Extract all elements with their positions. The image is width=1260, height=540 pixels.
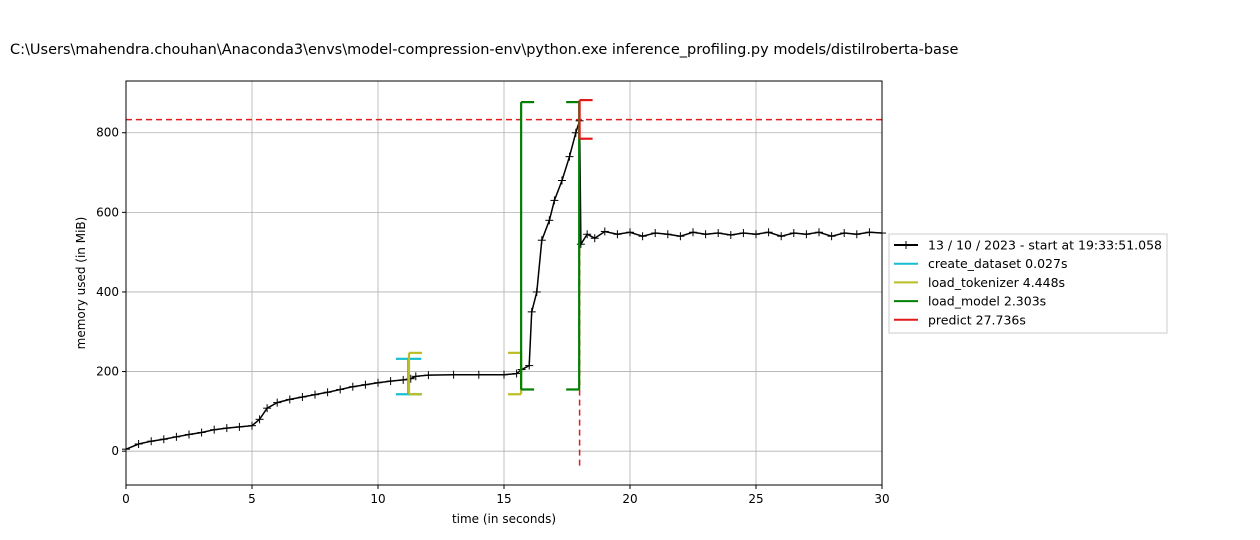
memory-point [172,432,181,441]
memory-point [449,370,458,379]
memory-point [248,421,256,430]
x-tick-label: 30 [874,492,889,506]
memory-point [676,232,685,241]
memory-point [689,228,697,237]
memory-point [361,380,370,389]
y-tick-label: 400 [96,285,119,299]
memory-point [525,361,534,370]
legend-label: load_model 2.303s [928,294,1046,309]
function-brackets [395,99,593,396]
memory-point [323,388,332,397]
x-tick-label: 5 [248,492,256,506]
memory-point [399,375,408,384]
memory-point [726,231,735,240]
legend-label: load_tokenizer 4.448s [928,275,1065,290]
memory-point [613,230,622,239]
memory-point [576,240,585,249]
y-tick-label: 600 [96,205,119,219]
y-tick-label: 0 [111,444,119,458]
legend-item: load_model 2.303s [894,294,1046,309]
bracket-predict [578,99,593,140]
memory-point [255,415,264,424]
memory-point [134,440,143,449]
memory-point [348,382,357,391]
memory-point [714,229,723,238]
memory-point [739,229,748,238]
memory-point [532,287,541,296]
memory-point [311,390,319,399]
memory-point [600,227,609,236]
memory-point [590,234,599,243]
memory-point [424,371,433,380]
axis-ticks: 0 5 10 15 20 25 30 0 200 400 600 800 [96,126,890,506]
memory-point [557,176,566,185]
memory-point [210,425,219,434]
memory-point [815,228,823,237]
memory-point [512,369,521,378]
legend: 13 / 10 / 2023 - start at 19:33:51.058 cr… [888,233,1168,334]
memory-point [537,236,546,245]
legend-label: predict 27.736s [928,312,1026,327]
y-tick-label: 200 [96,365,119,379]
memory-point [583,230,592,239]
memory-point [752,230,760,239]
memory-point [285,395,294,404]
legend-label: create_dataset 0.027s [928,256,1067,271]
memory-point [411,372,420,381]
memory-point [638,232,647,241]
memory-point [840,229,849,238]
x-tick-label: 10 [370,492,385,506]
memory-point [386,377,395,386]
memory-point [474,370,483,379]
memory-point [777,232,786,241]
y-tick-label: 800 [96,126,119,140]
x-axis-label: time (in seconds) [452,512,556,526]
memory-point [222,424,231,433]
memory-point [298,393,307,402]
legend-box [888,233,1168,334]
memory-point [545,216,554,225]
memory-point [527,307,536,316]
memory-point [185,430,193,439]
legend-item: predict 27.736s [894,312,1026,327]
memory-point [789,229,798,238]
memory-point [500,370,508,379]
legend-item: create_dataset 0.027s [894,256,1067,271]
x-tick-label: 20 [622,492,637,506]
memory-point [336,385,345,394]
memory-point [852,230,861,239]
memory-point [827,232,836,241]
memory-point [764,228,773,237]
memory-point [565,152,574,161]
memory-point [235,422,244,431]
memory-point [651,229,660,238]
y-axis-label: memory used (in MiB) [74,217,88,350]
memory-point [663,230,672,239]
x-tick-label: 25 [748,492,763,506]
legend-item: load_tokenizer 4.448s [894,275,1065,290]
x-tick-label: 0 [122,492,130,506]
memory-point [626,228,634,237]
memory-point [802,230,811,239]
memory-point [159,435,168,444]
memory-point [701,230,710,239]
legend-label: 13 / 10 / 2023 - start at 19:33:51.058 [928,238,1162,253]
memory-point [374,378,382,387]
legend-item: 13 / 10 / 2023 - start at 19:33:51.058 [894,238,1162,253]
chart-title: C:\Users\mahendra.chouhan\Anaconda3\envs… [10,42,958,58]
memory-point [865,228,874,237]
memory-point [550,196,559,205]
memory-point [197,428,206,437]
memory-point [273,398,282,407]
bracket-load-model [520,100,581,391]
memory-point [147,437,156,446]
x-tick-label: 15 [496,492,511,506]
memory-point [263,404,272,413]
